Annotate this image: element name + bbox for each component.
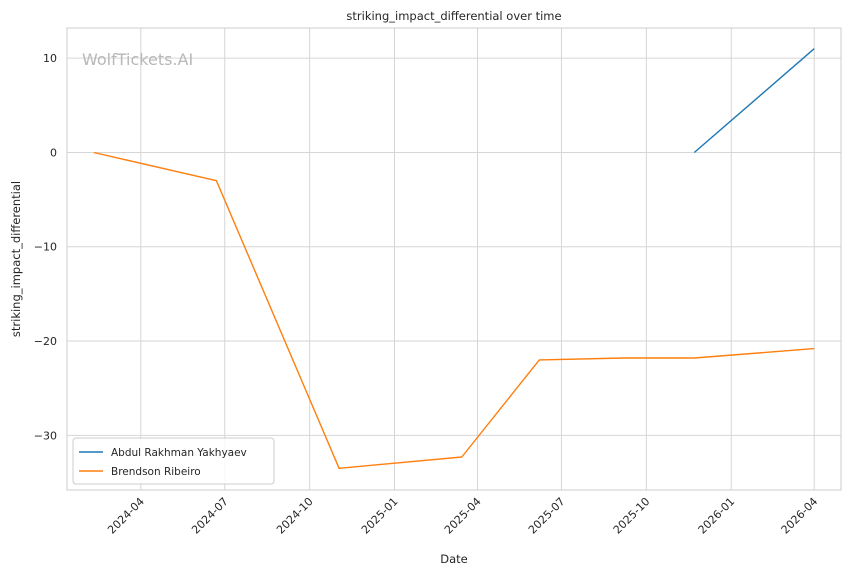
- legend: Abdul Rakhman Yakhyaev Brendson Ribeiro: [72, 437, 275, 485]
- legend-box: [72, 437, 275, 485]
- y-tick-label: 10: [43, 52, 57, 65]
- x-tick-label: 2025-04: [442, 495, 484, 537]
- plot-area-frame: [66, 27, 842, 491]
- watermark: WolfTickets.AI: [82, 50, 193, 69]
- x-tick-label: 2026-01: [696, 495, 738, 537]
- x-tick-label: 2024-10: [274, 495, 316, 537]
- legend-label: Brendson Ribeiro: [111, 466, 201, 478]
- series-line: [693, 48, 815, 154]
- y-tick-label: −30: [34, 429, 57, 442]
- y-axis-label: striking_impact_differential: [9, 181, 23, 337]
- grid: [67, 28, 841, 490]
- series-line: [93, 151, 815, 469]
- chart-title: striking_impact_differential over time: [346, 9, 561, 23]
- x-tick-label: 2025-10: [611, 495, 653, 537]
- series-lines: [93, 48, 815, 469]
- x-tick-label: 2024-07: [189, 495, 231, 537]
- x-axis-label: Date: [440, 552, 468, 566]
- x-axis-ticks: 2024-04 2024-07 2024-10 2025-01 2025-04 2025-…: [105, 495, 820, 537]
- x-tick-label: 2025-01: [359, 495, 401, 537]
- y-axis-ticks: 10 0 −10 −20 −30: [34, 52, 57, 442]
- y-tick-label: −20: [34, 335, 57, 348]
- x-tick-label: 2024-04: [105, 495, 147, 537]
- y-tick-label: 0: [50, 146, 57, 159]
- x-tick-label: 2025-07: [526, 495, 568, 537]
- y-tick-label: −10: [34, 241, 57, 254]
- x-tick-label: 2026-04: [779, 495, 821, 537]
- legend-label: Abdul Rakhman Yakhyaev: [111, 447, 247, 459]
